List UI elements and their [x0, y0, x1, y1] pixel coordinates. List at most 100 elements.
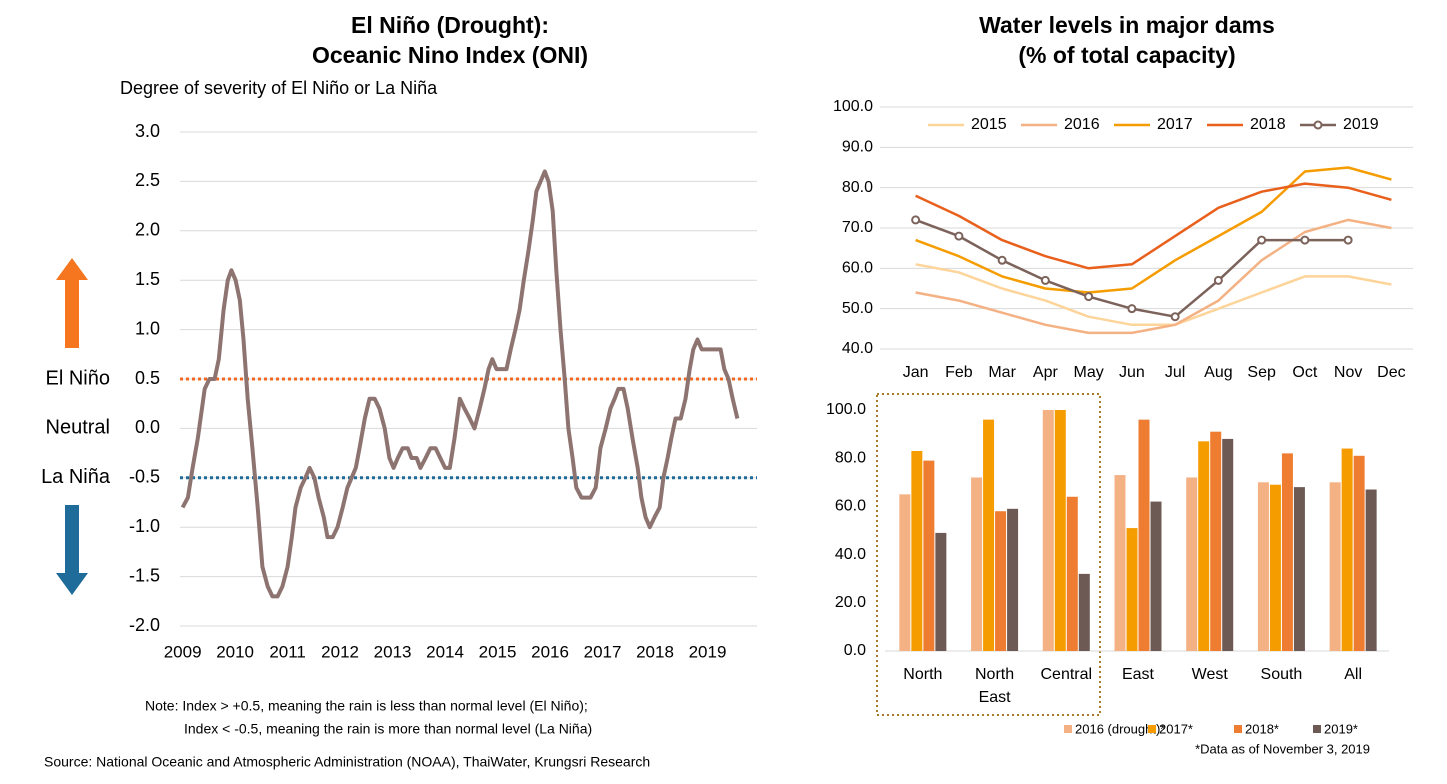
note: Index < -0.5, meaning the rain is more t… [184, 721, 592, 737]
legend-label: 2019* [1324, 721, 1358, 736]
y-tick-label: 80.0 [842, 179, 873, 196]
x-tick-label: 2019 [689, 642, 727, 661]
series-line [915, 263, 1392, 327]
y-tick-label: 100.0 [833, 98, 873, 115]
y-tick-label: -1.0 [129, 516, 160, 536]
x-tick-label: 2013 [374, 642, 412, 661]
legend-swatch [1148, 725, 1156, 733]
point [1084, 292, 1094, 302]
bar [1329, 482, 1341, 651]
x-tick-label: Sep [1247, 364, 1276, 381]
bar [911, 450, 923, 651]
legend-label: 2015 [971, 116, 1007, 133]
series-line [915, 166, 1392, 294]
x-tick-label: North [903, 666, 942, 683]
y-tick-label: 60.0 [842, 260, 873, 277]
legend-swatch [1234, 725, 1242, 733]
bar [1353, 455, 1365, 651]
series-line [915, 182, 1392, 270]
oni-line [180, 169, 740, 599]
bar [1114, 475, 1126, 651]
y-tick-label: 60.0 [835, 498, 866, 515]
x-tick-label: Nov [1334, 364, 1362, 381]
reference-label: La Niña [41, 466, 111, 488]
point [1040, 275, 1050, 285]
bar [1126, 528, 1138, 651]
legend-label: 2017 [1157, 116, 1193, 133]
x-tick-label: East [1122, 666, 1155, 683]
legend-label: 2017* [1159, 721, 1193, 736]
point [1170, 312, 1180, 322]
y-tick-label: -0.5 [129, 467, 160, 487]
bar [899, 494, 911, 651]
bar [1150, 501, 1162, 651]
y-tick-label: -1.5 [129, 565, 160, 585]
point [1343, 235, 1353, 245]
y-tick-label: -2.0 [129, 615, 160, 635]
y-tick-label: 0.5 [135, 368, 160, 388]
series-line [915, 218, 1392, 335]
point [1257, 235, 1267, 245]
bar [1269, 484, 1281, 651]
bar [1066, 496, 1078, 651]
legend-label: 2019 [1343, 116, 1379, 133]
y-tick-label: 20.0 [835, 594, 866, 611]
reference-label: Neutral [46, 417, 110, 439]
point [997, 255, 1007, 265]
x-tick-label: Dec [1377, 364, 1405, 381]
x-tick-label: South [1261, 666, 1303, 683]
x-tick-label: 2014 [426, 642, 464, 661]
x-tick-label: 2018 [636, 642, 674, 661]
bar [1365, 489, 1377, 651]
note: Note: Index > +0.5, meaning the rain is … [145, 698, 588, 714]
y-tick-label: 90.0 [842, 139, 873, 156]
y-tick-label: 2.5 [135, 170, 160, 190]
bar [1198, 441, 1210, 651]
x-tick-label: 2015 [479, 642, 517, 661]
bar [923, 460, 935, 651]
y-tick-label: 1.0 [135, 318, 160, 338]
bar [1054, 410, 1066, 651]
point [954, 231, 964, 241]
legend-marker [1313, 120, 1323, 130]
chart-title: Oceanic Nino Index (ONI) [312, 42, 588, 68]
bar [1042, 410, 1054, 651]
y-tick-label: 2.0 [135, 220, 160, 240]
x-tick-label: Mar [988, 364, 1016, 381]
bar [983, 419, 995, 651]
y-tick-label: 1.5 [135, 269, 160, 289]
y-tick-label: 0.0 [844, 642, 866, 659]
bar [935, 532, 947, 651]
x-tick-label: 2009 [164, 642, 202, 661]
bar [1341, 448, 1353, 651]
y-tick-label: 0.0 [135, 417, 160, 437]
x-tick-label: Apr [1033, 364, 1059, 381]
reference-label: El Niño [46, 367, 110, 389]
bar [1281, 453, 1293, 651]
chart-title: Water levels in major dams [979, 12, 1275, 38]
y-tick-label: 3.0 [135, 121, 160, 141]
point [1300, 235, 1310, 245]
x-tick-label: North East [975, 666, 1014, 706]
x-tick-label: Jan [903, 364, 929, 381]
point [911, 215, 921, 225]
bar [971, 477, 983, 651]
footnote: *Data as of November 3, 2019 [1195, 741, 1370, 756]
x-tick-label: 2012 [321, 642, 359, 661]
bar [1222, 438, 1234, 651]
y-axis-label: Degree of severity of El Niño or La Niña [120, 78, 438, 98]
point [1213, 275, 1223, 285]
y-tick-label: 70.0 [842, 219, 873, 236]
el-nino-arrow [56, 258, 88, 348]
legend-label: 2018 [1250, 116, 1286, 133]
x-tick-label: 2011 [269, 642, 306, 661]
x-tick-label: West [1192, 666, 1229, 683]
bar [1007, 508, 1019, 651]
x-tick-label: 2016 [531, 642, 569, 661]
y-tick-label: 40.0 [842, 340, 873, 357]
x-tick-label: Feb [945, 364, 973, 381]
bar [1138, 419, 1150, 651]
legend-label: 2016 [1064, 116, 1100, 133]
